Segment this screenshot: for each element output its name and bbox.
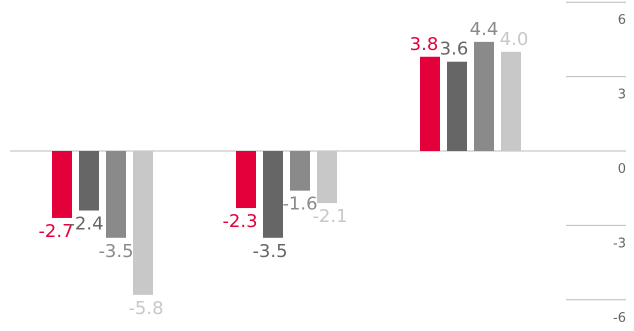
- data-labels-group: -2.7 -2.3 3.8 -2.4 -3.5 3.6 -3.5 -1.6 4.4 -5.8 -2.…: [38, 19, 528, 319]
- data-label: 4.4: [470, 19, 499, 40]
- data-label: -5.8: [128, 298, 163, 319]
- data-label: -2.7: [38, 221, 73, 242]
- data-label: -2.3: [222, 211, 257, 232]
- data-label: 3.8: [410, 34, 439, 55]
- bar: [447, 61, 467, 151]
- bar: [52, 151, 72, 218]
- data-label: -3.5: [252, 241, 287, 262]
- bar: [236, 151, 256, 209]
- bar: [420, 56, 440, 152]
- bar: [106, 151, 126, 238]
- bar: [133, 151, 153, 295]
- y-tick-label: 3: [618, 88, 626, 103]
- data-label: -1.6: [282, 194, 317, 215]
- data-label: -2.4: [68, 214, 103, 235]
- y-axis: 6 3 0 -3 -6: [566, 1, 626, 326]
- bar: [79, 151, 99, 211]
- bar: [317, 151, 337, 204]
- data-label: -3.5: [98, 241, 133, 262]
- y-tick-label: 0: [618, 162, 626, 177]
- bar: [474, 41, 494, 151]
- data-label: 3.6: [440, 39, 469, 60]
- y-tick-label: -6: [613, 311, 626, 326]
- y-tick-label: -3: [613, 236, 626, 251]
- bar: [263, 151, 283, 238]
- data-label: -2.1: [312, 206, 347, 227]
- bars-group: [52, 41, 521, 295]
- bar: [501, 51, 521, 151]
- bar: [290, 151, 310, 191]
- y-tick-label: 6: [618, 13, 626, 28]
- data-label: 4.0: [500, 29, 529, 50]
